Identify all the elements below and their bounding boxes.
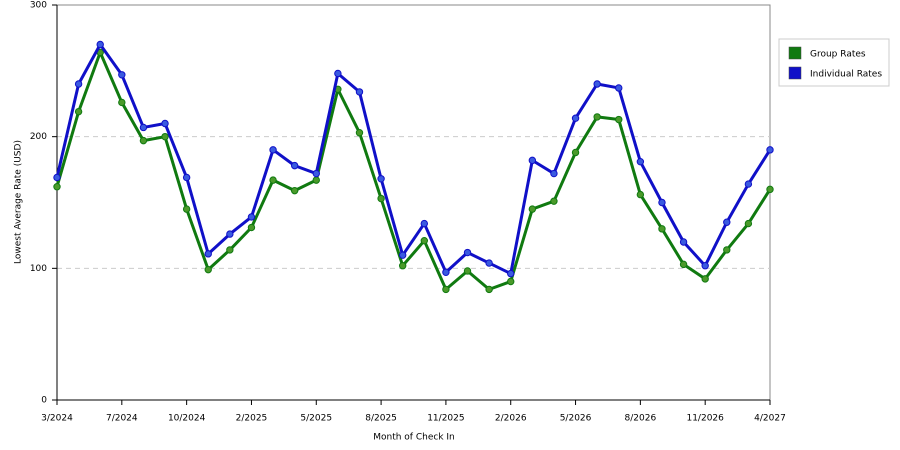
data-point: [312, 169, 320, 178]
data-point: [226, 246, 234, 254]
data-point: [679, 238, 688, 246]
data-point: [182, 173, 191, 182]
data-point: [593, 113, 601, 121]
data-point: [290, 186, 299, 195]
y-tick-label: 0: [41, 396, 47, 406]
data-point: [636, 190, 645, 199]
data-point: [96, 40, 104, 49]
x-tick-label: 8/2025: [365, 414, 397, 424]
data-point: [139, 136, 148, 145]
data-point: [118, 98, 126, 107]
data-point: [420, 219, 429, 228]
data-point: [615, 84, 623, 92]
data-point: [161, 119, 169, 128]
data-point: [139, 123, 148, 132]
data-point: [334, 69, 342, 78]
data-point: [204, 265, 212, 274]
data-point: [615, 115, 623, 124]
x-tick-label: 2/2026: [495, 414, 527, 424]
y-tick-label: 300: [30, 1, 47, 11]
data-point: [593, 80, 601, 88]
data-point: [507, 277, 515, 286]
data-point: [312, 176, 320, 184]
x-tick-label: 11/2026: [686, 414, 724, 424]
data-point: [377, 194, 385, 203]
x-tick-label: 3/2024: [41, 414, 73, 424]
data-point: [74, 80, 83, 88]
x-tick-label: 2/2025: [236, 414, 268, 424]
data-point: [355, 88, 364, 96]
data-point: [507, 269, 515, 278]
x-tick-label: 7/2024: [106, 414, 138, 424]
data-point: [420, 236, 429, 245]
legend-swatch: [788, 46, 802, 60]
data-point: [766, 185, 774, 194]
data-point: [528, 156, 537, 165]
data-point: [528, 205, 537, 213]
data-point: [766, 146, 774, 154]
data-point: [571, 148, 580, 157]
data-point: [701, 262, 709, 270]
data-point: [658, 225, 666, 233]
data-point: [463, 267, 472, 275]
x-tick-label: 4/2027: [754, 414, 786, 424]
data-point: [463, 248, 472, 257]
data-point: [701, 275, 709, 283]
legend-swatch: [788, 66, 802, 80]
y-tick-label: 200: [30, 132, 47, 142]
data-point: [377, 175, 385, 183]
data-point: [226, 230, 234, 238]
data-point: [118, 71, 126, 79]
data-point: [247, 223, 256, 232]
data-point: [550, 197, 558, 205]
x-tick-label: 5/2026: [560, 414, 592, 424]
data-point: [355, 129, 364, 137]
x-tick-label: 10/2024: [168, 414, 206, 424]
y-axis-label: Lowest Average Rate (USD): [14, 140, 24, 264]
legend-label: Group Rates: [810, 50, 866, 60]
data-point: [269, 146, 277, 154]
series-line: [55, 50, 772, 291]
data-point: [679, 260, 688, 269]
x-tick-label: 8/2026: [625, 414, 657, 424]
data-point: [550, 169, 558, 178]
data-point: [485, 259, 493, 267]
plot-area: [56, 4, 771, 401]
data-point: [269, 176, 277, 184]
series-line: [55, 43, 772, 276]
data-point: [485, 285, 493, 294]
data-point: [53, 183, 61, 191]
data-point: [161, 132, 169, 141]
data-point: [571, 114, 580, 122]
legend-label: Individual Rates: [810, 70, 882, 80]
data-point: [182, 205, 191, 213]
data-point: [74, 107, 83, 116]
data-point: [723, 246, 731, 254]
data-point: [744, 219, 753, 228]
data-point: [53, 173, 61, 182]
data-point: [658, 198, 666, 207]
x-tick-label: 5/2025: [300, 414, 332, 424]
data-point: [290, 161, 299, 170]
x-tick-label: 11/2025: [427, 414, 464, 424]
data-point: [204, 250, 212, 258]
data-point: [636, 157, 645, 166]
data-point: [247, 213, 256, 221]
data-point: [723, 218, 731, 226]
data-point: [442, 285, 450, 294]
data-point: [398, 262, 407, 270]
x-axis-label: Month of Check In: [373, 433, 455, 443]
data-point: [398, 251, 407, 259]
data-point: [744, 180, 753, 188]
y-tick-label: 100: [30, 264, 47, 274]
data-point: [442, 268, 450, 276]
